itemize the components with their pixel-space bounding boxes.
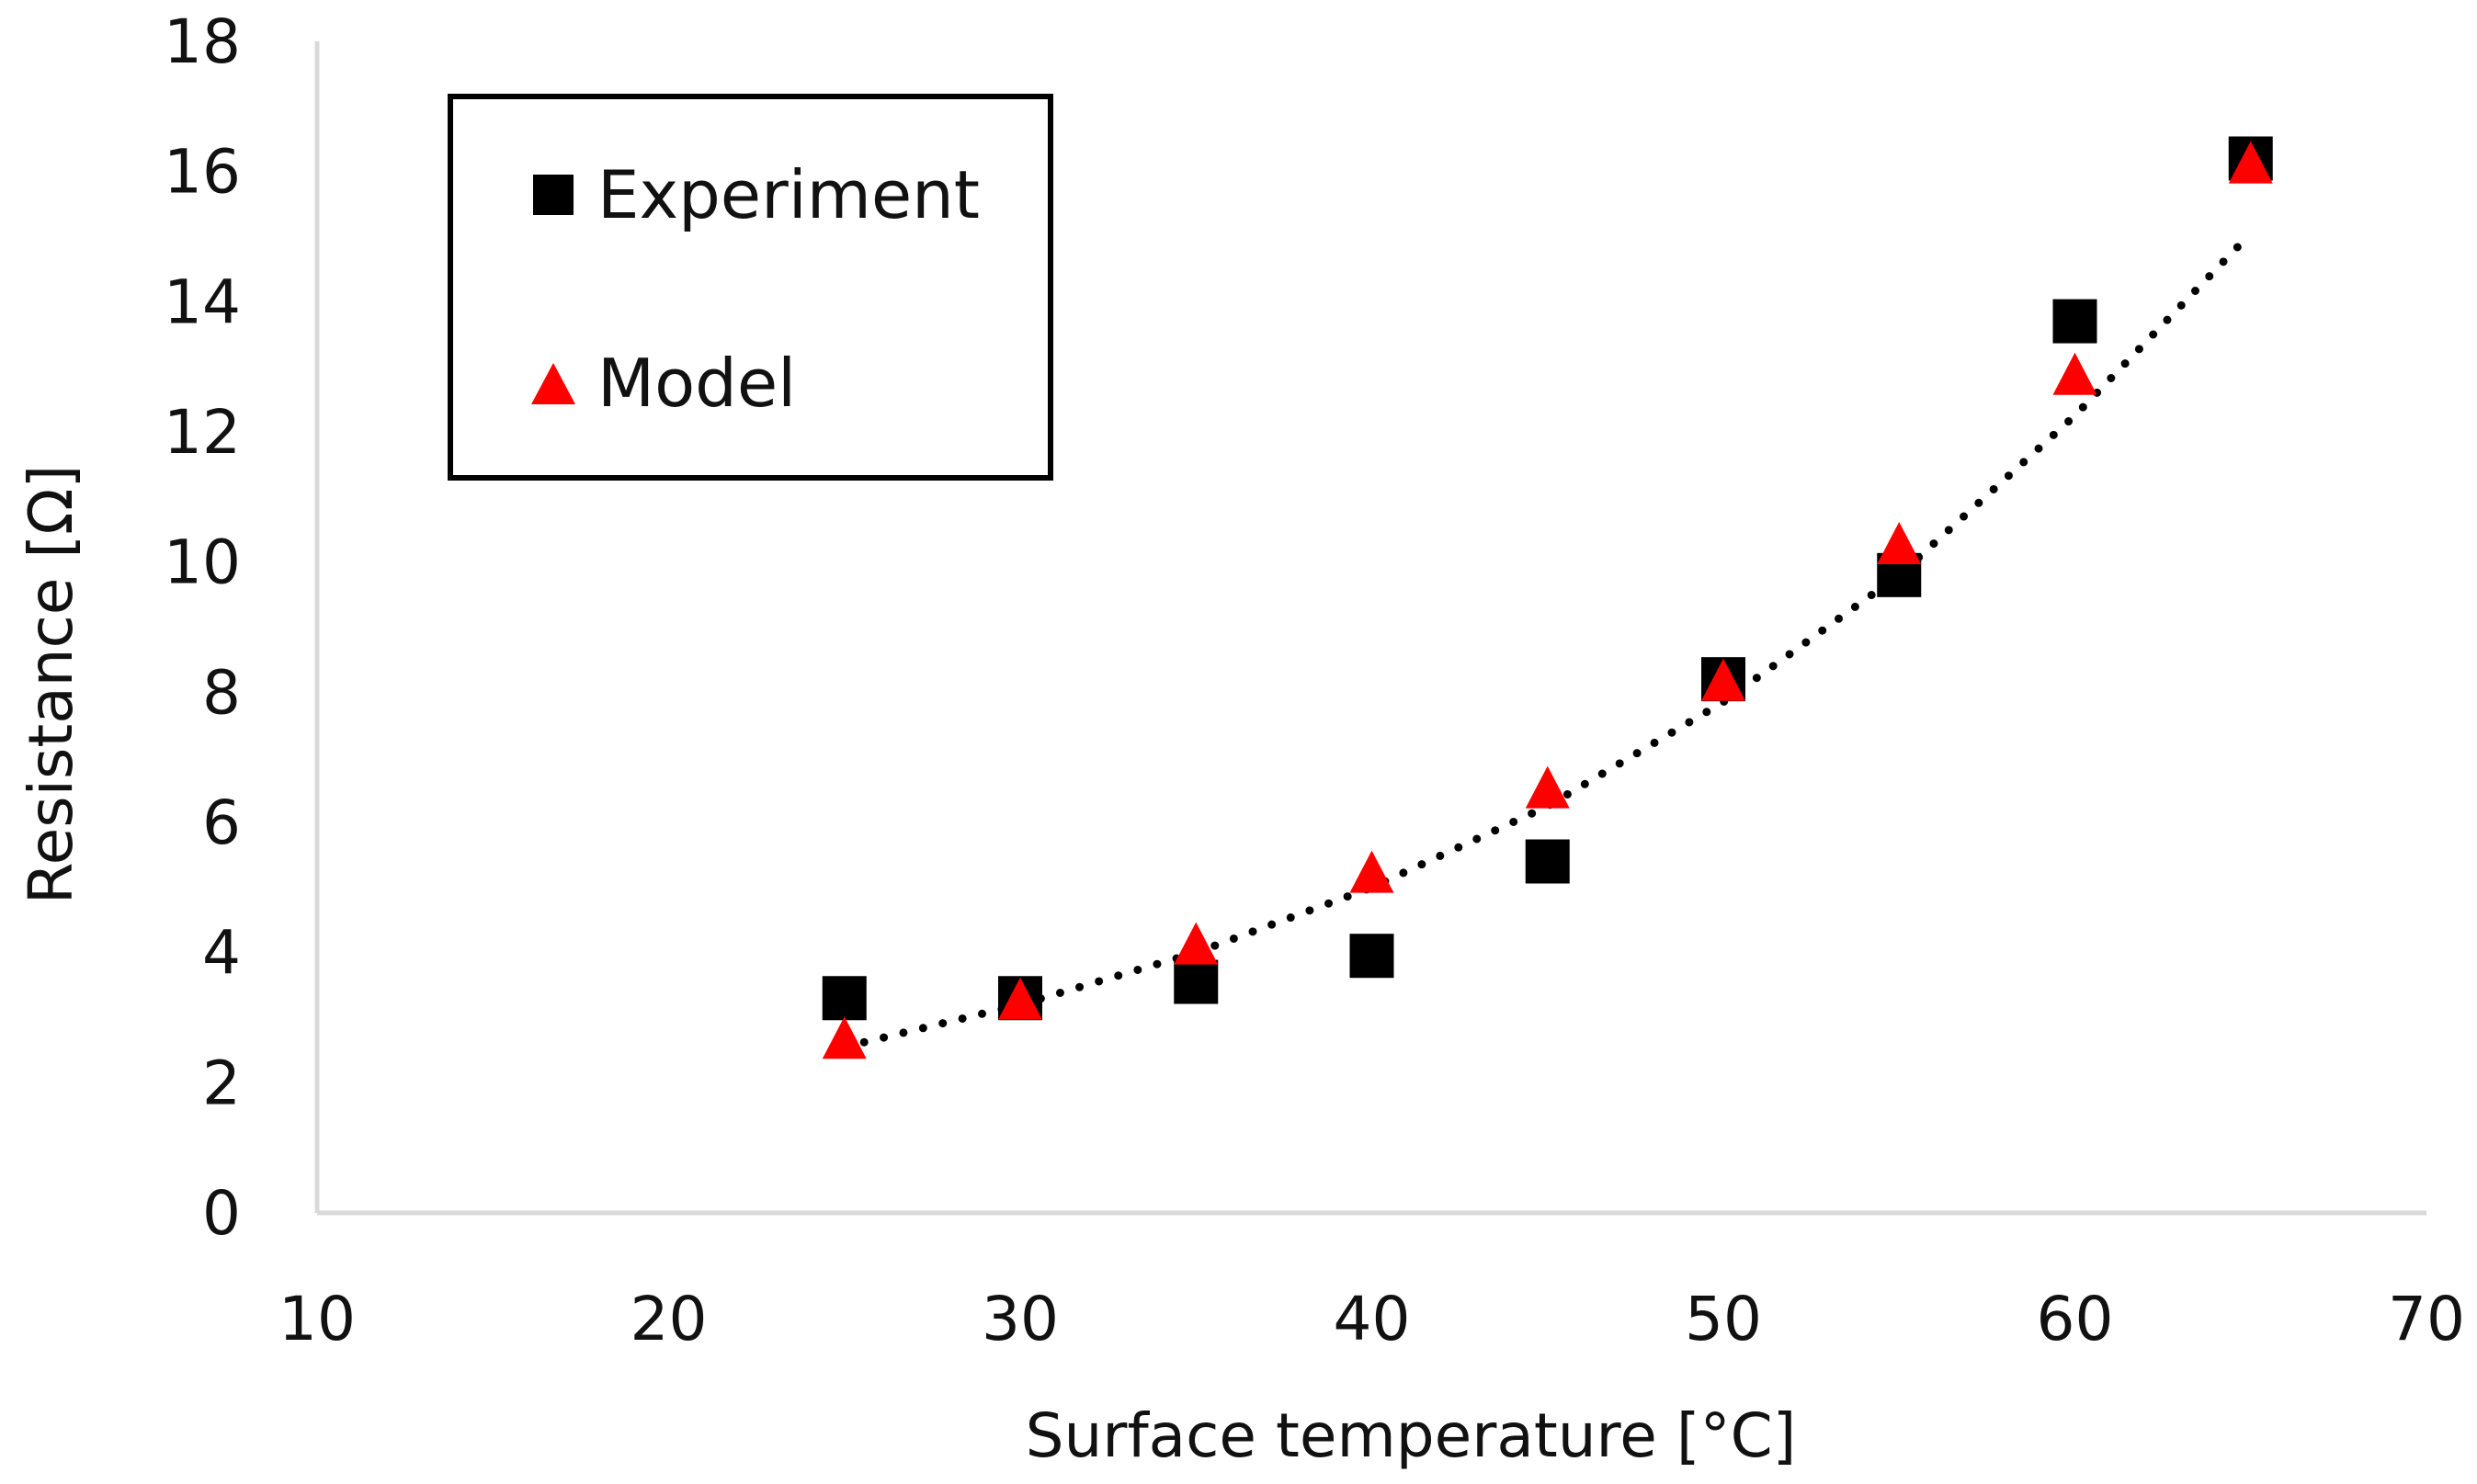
model-point	[822, 1016, 867, 1059]
y-tick-label: 16	[164, 137, 241, 208]
y-tick-label: 0	[202, 1178, 241, 1249]
experiment-point	[1349, 934, 1394, 979]
data-markers	[822, 136, 2273, 1059]
model-point	[1525, 765, 1570, 809]
legend-box	[448, 94, 1053, 481]
x-tick-label: 70	[2388, 1284, 2465, 1354]
y-tick-label: 8	[202, 657, 241, 728]
x-tick-label: 60	[2037, 1284, 2114, 1354]
model-point	[1174, 922, 1219, 965]
y-tick-label: 2	[202, 1048, 241, 1118]
x-axis-title: Surface temperature [°C]	[1026, 1400, 1797, 1471]
y-tick-label: 10	[164, 527, 241, 598]
experiment-point	[2052, 299, 2097, 344]
y-tick-label: 18	[164, 6, 241, 77]
x-tick-label: 50	[1685, 1284, 1762, 1354]
model-point	[2052, 352, 2097, 395]
x-tick-labels: 10 20 30 40 50 60 70	[278, 1284, 2465, 1354]
legend-experiment-marker	[533, 175, 574, 215]
model-point	[1701, 658, 1745, 701]
experiment-point	[822, 976, 867, 1021]
trendline-group	[840, 229, 2255, 1051]
x-tick-label: 20	[631, 1284, 708, 1354]
x-tick-label: 10	[278, 1284, 356, 1354]
trendline	[840, 229, 2255, 1051]
experiment-point	[1525, 839, 1570, 884]
model-point	[1877, 521, 1922, 564]
model-point	[2228, 141, 2273, 184]
x-tick-label: 30	[982, 1284, 1059, 1354]
y-tick-label: 6	[202, 787, 241, 858]
y-tick-label: 4	[202, 918, 241, 989]
experiment-point	[1174, 959, 1219, 1004]
model-point	[1349, 850, 1394, 893]
y-tick-label: 12	[164, 397, 241, 468]
y-axis-title: Resistance [Ω]	[16, 465, 86, 905]
y-tick-label: 14	[164, 266, 241, 337]
legend: Experiment Model	[448, 94, 1053, 481]
x-tick-label: 40	[1334, 1284, 1411, 1354]
legend-experiment-label: Experiment	[597, 156, 980, 233]
legend-model-label: Model	[597, 345, 796, 422]
y-tick-labels: 0 2 4 6 8 10 12 14 16 18	[164, 6, 241, 1249]
model-point	[998, 977, 1042, 1020]
legend-model-marker	[531, 363, 575, 404]
axes	[314, 41, 2426, 1216]
